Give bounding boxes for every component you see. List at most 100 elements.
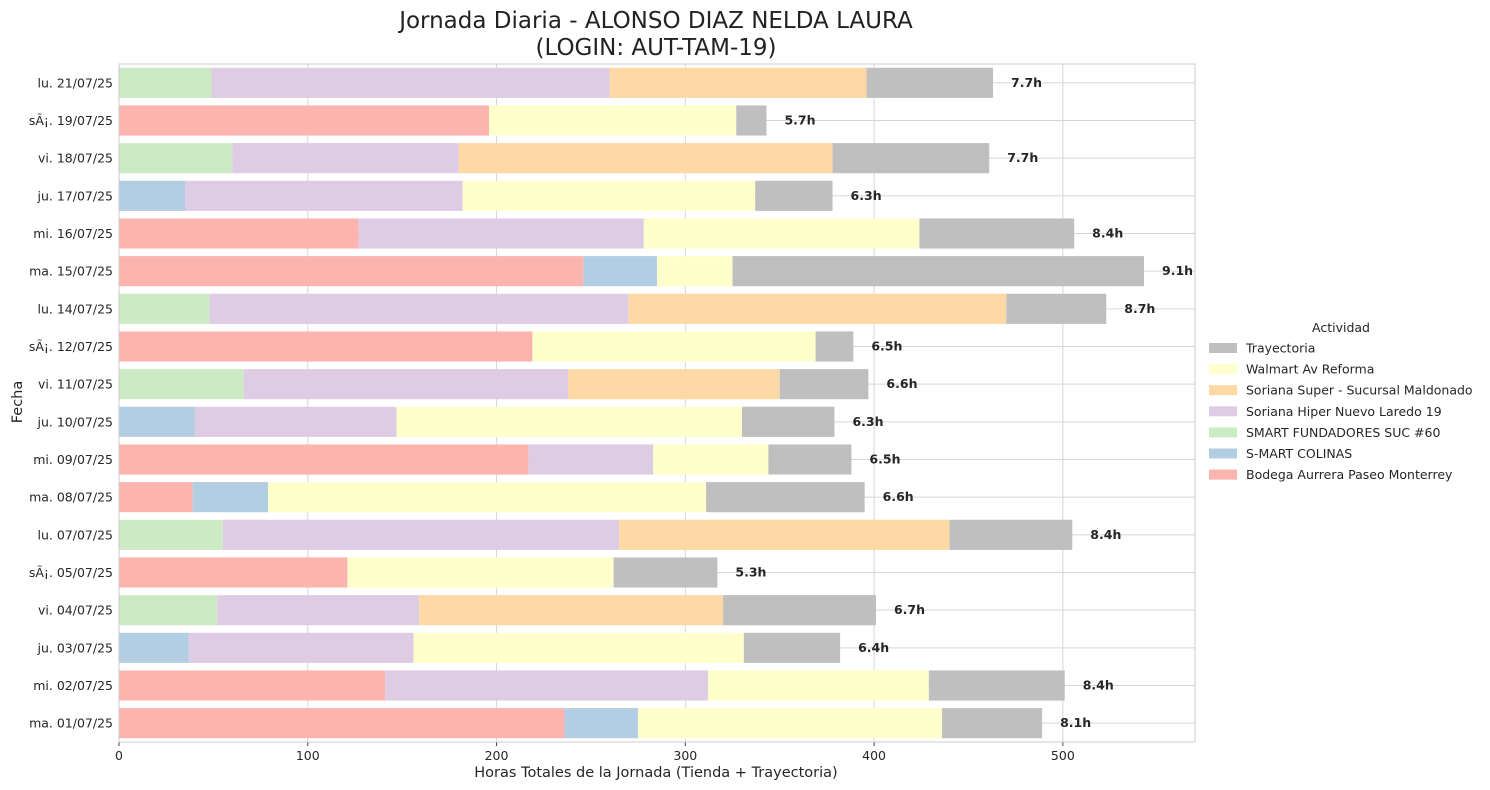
total-label: 7.7h	[1007, 150, 1038, 165]
bar-segment	[462, 180, 756, 211]
bar-segment	[723, 595, 876, 626]
y-tick-label: sÃ¡. 19/07/25	[29, 113, 113, 128]
bar-segment	[119, 218, 359, 249]
total-label: 8.4h	[1083, 678, 1114, 693]
bar-segment	[1006, 293, 1107, 324]
bar-segment	[657, 256, 733, 287]
bar-segment	[706, 482, 865, 513]
bar-segment	[488, 105, 737, 136]
legend-title: Actividad	[1312, 320, 1370, 335]
y-tick-label: ju. 03/07/25	[37, 640, 113, 655]
bar-segment	[743, 632, 841, 663]
total-label: 5.3h	[735, 565, 766, 580]
bar-segment	[528, 444, 654, 475]
legend-item-label: Trayectoria	[1245, 341, 1315, 356]
y-tick-label: ju. 10/07/25	[37, 414, 113, 429]
y-tick-label: ju. 17/07/25	[37, 188, 113, 203]
bar-segment	[866, 67, 994, 98]
bar-segment	[243, 369, 569, 400]
total-label: 9.1h	[1162, 263, 1193, 278]
legend-swatch	[1209, 427, 1237, 438]
bar-segment	[119, 632, 189, 663]
bar-segment	[564, 708, 639, 739]
legend-swatch	[1209, 343, 1237, 353]
y-axis-label: Fecha	[10, 381, 26, 424]
bar-segment	[568, 369, 780, 400]
bar-segment	[949, 519, 1073, 550]
legend-item-label: Soriana Super - Sucursal Maldonado	[1246, 383, 1473, 398]
bar-segment	[396, 406, 742, 437]
legend: Actividad Trayectoria Walmart Av Reforma S…	[1209, 320, 1473, 482]
bar-segment	[119, 67, 212, 98]
total-label: 8.4h	[1090, 527, 1121, 542]
total-label: 8.4h	[1092, 226, 1123, 241]
y-tick-label: ma. 15/07/25	[29, 264, 113, 279]
bar-segment	[358, 218, 644, 249]
legend-swatch	[1209, 385, 1237, 396]
bar-segment	[347, 557, 614, 588]
total-label: 6.5h	[871, 339, 902, 354]
bar-segment	[119, 444, 529, 475]
legend-item-label: Soriana Hiper Nuevo Laredo 19	[1246, 404, 1442, 419]
legend-swatch	[1209, 448, 1237, 459]
bar-segment	[211, 67, 610, 98]
legend-swatch	[1209, 364, 1237, 375]
bar-segment	[638, 708, 943, 739]
total-label: 5.7h	[784, 113, 815, 128]
bar-segment	[119, 105, 489, 136]
bar-segment	[741, 406, 835, 437]
x-axis-ticks: 0 100 200 300 400 500	[115, 742, 1075, 763]
bar-segment	[732, 256, 1145, 287]
total-label: 8.7h	[1124, 301, 1155, 316]
bar-segment	[209, 293, 629, 324]
y-tick-label: mi. 09/07/25	[33, 452, 113, 467]
x-tick-label: 500	[1051, 748, 1075, 763]
bar-segment	[613, 557, 718, 588]
y-tick-label: lu. 21/07/25	[38, 75, 113, 90]
bar-segment	[779, 369, 869, 400]
bar-segment	[185, 180, 463, 211]
y-tick-label: mi. 02/07/25	[33, 678, 113, 693]
y-tick-label: ma. 01/07/25	[29, 716, 113, 731]
bar-segment	[119, 256, 584, 287]
bar-segment	[217, 595, 420, 626]
y-tick-label: sÃ¡. 05/07/25	[29, 565, 113, 580]
bar-segment	[532, 331, 816, 362]
bar-segment	[188, 632, 414, 663]
y-axis-ticks: lu. 21/07/25 sÃ¡. 19/07/25 vi. 18/07/25 ju.…	[29, 75, 113, 730]
y-tick-label: lu. 07/07/25	[38, 527, 113, 542]
bar-segment	[815, 331, 854, 362]
bar-segment	[119, 293, 210, 324]
y-tick-label: sÃ¡. 12/07/25	[29, 339, 113, 354]
bar-segment	[942, 708, 1043, 739]
bar-segment	[628, 293, 1007, 324]
bar-segment	[919, 218, 1075, 249]
total-label: 6.5h	[869, 452, 900, 467]
bar-segment	[583, 256, 657, 287]
bar-segment	[119, 143, 233, 174]
bar-segment	[119, 519, 223, 550]
plot-frame	[118, 63, 1196, 743]
total-label: 6.6h	[886, 376, 917, 391]
chart-subtitle: (LOGIN: AUT-TAM-19)	[535, 35, 776, 61]
x-tick-label: 100	[296, 748, 320, 763]
bar-segment	[119, 180, 186, 211]
total-label: 8.1h	[1060, 715, 1091, 730]
bar-segment	[119, 557, 348, 588]
bar-segment	[385, 670, 708, 701]
legend-swatch	[1209, 469, 1237, 480]
bar-segment	[768, 444, 852, 475]
legend-item-label: Walmart Av Reforma	[1246, 362, 1374, 377]
bar-segment	[419, 595, 724, 626]
y-tick-label: lu. 14/07/25	[38, 301, 113, 316]
legend-item-label: Bodega Aurrera Paseo Monterrey	[1246, 467, 1453, 482]
total-label: 6.4h	[858, 640, 889, 655]
total-label: 6.3h	[851, 188, 882, 203]
bar-segment	[832, 143, 990, 174]
chart-title: Jornada Diaria - ALONSO DIAZ NELDA LAURA	[397, 8, 913, 34]
legend-item-label: S-MART COLINAS	[1246, 446, 1352, 461]
bar-segment	[413, 632, 744, 663]
total-label: 6.6h	[883, 489, 914, 504]
total-label: 6.7h	[894, 602, 925, 617]
